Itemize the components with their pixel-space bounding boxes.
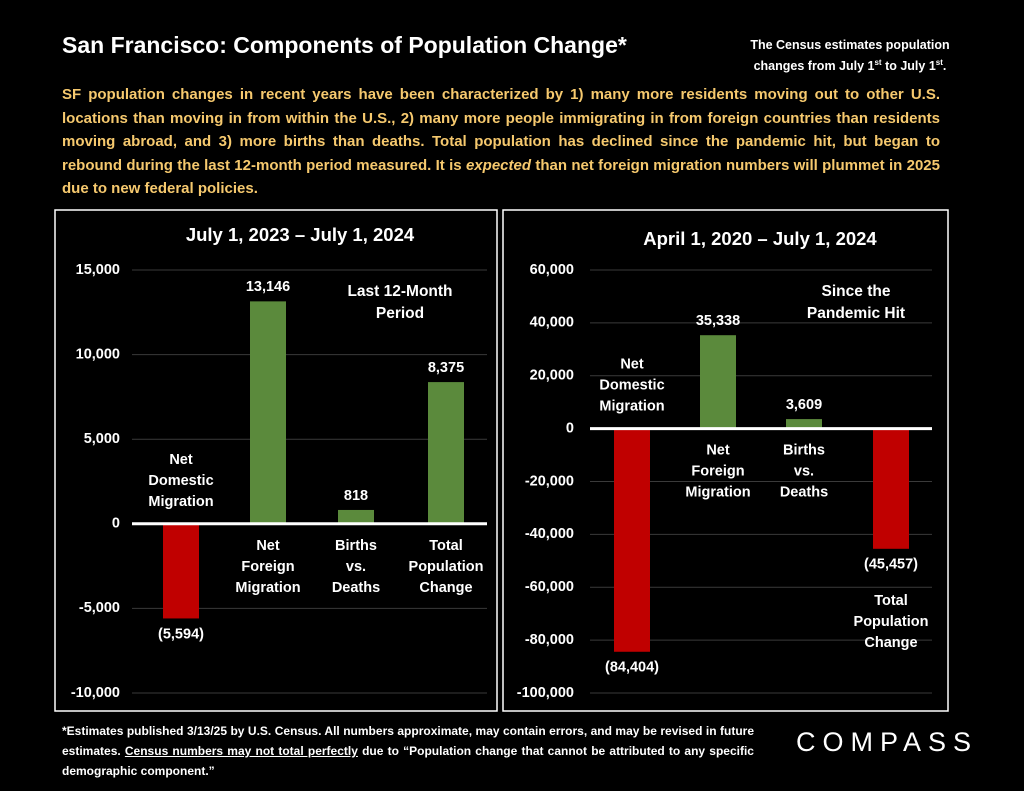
footnote-underline: Census numbers may not total perfectly <box>124 744 358 758</box>
note: The Census estimates population changes … <box>730 36 970 75</box>
x-category-label: Births vs. Deaths <box>332 538 380 596</box>
y-tick-label: 10,000 <box>76 346 120 362</box>
value-label: (45,457) <box>864 557 918 573</box>
value-label: 3,609 <box>786 397 822 413</box>
bar <box>700 335 736 429</box>
bar <box>614 428 650 652</box>
y-tick-label: -5,000 <box>79 600 120 616</box>
annotation: Pandemic Hit <box>807 305 905 322</box>
y-tick-label: -100,000 <box>517 685 574 701</box>
annotation: Period <box>376 305 424 322</box>
value-label: 35,338 <box>696 313 740 329</box>
bar <box>786 419 822 429</box>
page-title: San Francisco: Components of Population … <box>62 32 627 58</box>
brand-logo: COMPASS <box>796 727 979 757</box>
value-label: (5,594) <box>158 626 204 642</box>
footnote: *Estimates published 3/13/25 by U.S. Cen… <box>62 721 754 781</box>
note-sup: st <box>874 58 882 67</box>
description-emphasis: expected <box>465 156 532 174</box>
bar <box>873 428 909 549</box>
y-tick-label: -40,000 <box>525 526 574 542</box>
x-category-label: Net Foreign Migration <box>235 538 300 596</box>
y-tick-label: 60,000 <box>530 262 574 278</box>
x-category-label: Births vs. Deaths <box>780 442 828 500</box>
description-text: than net foreign migration numbers will … <box>62 156 940 198</box>
bar <box>338 509 374 524</box>
panel-frame <box>54 209 498 712</box>
y-tick-label: -60,000 <box>525 579 574 595</box>
chart-title: April 1, 2020 – July 1, 2024 <box>643 228 877 249</box>
y-tick-label: -10,000 <box>71 685 120 701</box>
value-label: 13,146 <box>246 279 290 295</box>
footnote-text: due to “Population change that cannot be… <box>62 744 754 778</box>
x-category-label: Net Foreign Migration <box>685 442 750 500</box>
y-tick-label: 15,000 <box>76 262 120 278</box>
value-label: 8,375 <box>428 360 464 376</box>
value-label: 818 <box>344 488 368 504</box>
note-text: . <box>942 59 947 74</box>
annotation: Last 12-Month <box>347 283 452 300</box>
description: SF population changes in recent years ha… <box>62 83 940 201</box>
bar <box>250 301 286 524</box>
panel-frame <box>502 209 949 712</box>
y-tick-label: -80,000 <box>525 632 574 648</box>
chart-title: July 1, 2023 – July 1, 2024 <box>186 224 415 245</box>
bar <box>428 382 464 524</box>
y-tick-label: 0 <box>112 516 120 532</box>
note-text: to July 1 <box>881 59 936 74</box>
description-text: SF population changes in recent years ha… <box>62 86 940 174</box>
y-tick-label: 5,000 <box>84 431 120 447</box>
value-label: (84,404) <box>605 660 659 676</box>
y-tick-label: -20,000 <box>525 473 574 489</box>
x-category-label: Net Domestic Migration <box>599 356 664 414</box>
note-sup: st <box>935 58 943 67</box>
x-category-label: Total Population Change <box>854 593 929 651</box>
y-tick-label: 0 <box>566 420 574 436</box>
x-category-label: Total Population Change <box>409 538 484 596</box>
note-text: The Census estimates population changes … <box>750 38 950 74</box>
annotation: Since the <box>822 283 891 300</box>
y-tick-label: 40,000 <box>530 315 574 331</box>
y-tick-label: 20,000 <box>530 368 574 384</box>
x-category-label: Net Domestic Migration <box>148 452 213 510</box>
bar <box>163 523 199 619</box>
footnote-text: *Estimates published 3/13/25 by U.S. Cen… <box>62 724 754 758</box>
